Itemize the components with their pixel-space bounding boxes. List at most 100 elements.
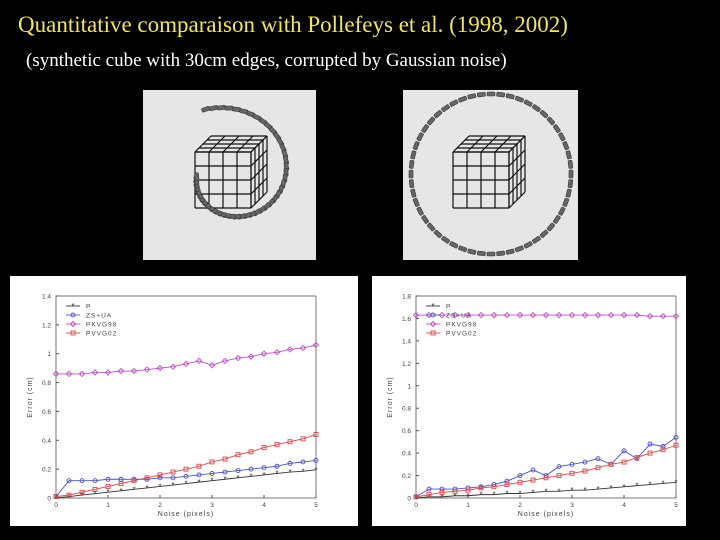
data-point: * <box>596 485 599 494</box>
data-point <box>274 463 280 469</box>
camera-icon <box>408 159 415 169</box>
data-point <box>53 494 59 500</box>
data-point <box>647 450 653 456</box>
error-plot-left: 0 0.2 0.4 0.6 0.8 1 1.2 1.4 0 1 2 3 4 5 Noise (pixels)… <box>10 276 358 526</box>
data-point <box>183 473 189 479</box>
x-tick-label: 0 <box>414 502 418 509</box>
camera-icon <box>562 141 570 151</box>
data-point <box>517 473 523 479</box>
data-point <box>70 312 76 318</box>
camera-icon <box>539 229 549 238</box>
camera-icon <box>441 104 450 112</box>
data-point <box>92 486 98 492</box>
data-point <box>568 311 576 319</box>
cube-icon <box>194 135 268 209</box>
legend: * P ZS+UA PKVG98 PVVG02 <box>426 302 476 338</box>
data-point: * <box>171 481 174 490</box>
data-point: * <box>492 491 495 500</box>
y-tick-label: 1.2 <box>42 322 51 329</box>
series-line <box>55 434 317 498</box>
data-point <box>170 469 176 475</box>
data-point <box>300 436 306 442</box>
data-point <box>412 311 420 319</box>
y-tick-label: 0.8 <box>42 380 51 387</box>
data-point <box>118 481 124 487</box>
y-tick-label: 0.2 <box>402 473 411 480</box>
data-point <box>273 349 281 356</box>
data-point: * <box>314 466 317 475</box>
data-point <box>634 455 640 461</box>
camera-icon <box>476 250 486 257</box>
camera-icon <box>427 222 436 232</box>
data-point <box>248 466 254 472</box>
data-point <box>647 441 653 447</box>
data-point: * <box>661 479 664 488</box>
legend-label: ZS+UA <box>86 313 112 320</box>
camera-path-scene-circle <box>403 90 578 260</box>
camera-icon <box>216 105 226 111</box>
series-pvvg02 <box>53 432 319 500</box>
data-point <box>248 449 254 455</box>
data-point: * <box>531 488 534 497</box>
camera-icon <box>433 110 443 119</box>
error-chart-left: 0 0.2 0.4 0.6 0.8 1 1.2 1.4 0 1 2 3 4 5 Noise (pixels)… <box>27 294 320 518</box>
series-pkvg98 <box>412 311 680 320</box>
data-point <box>430 330 436 336</box>
data-point: * <box>132 485 135 494</box>
camera-icon <box>421 124 429 133</box>
y-tick-label: 0 <box>407 496 411 503</box>
y-tick-label: 0.4 <box>42 438 51 445</box>
y-tick-label: 1.2 <box>402 361 411 368</box>
x-tick-label: 0 <box>54 502 58 509</box>
data-point <box>287 460 293 466</box>
data-point: * <box>635 482 638 491</box>
x-tick-label: 2 <box>158 502 162 509</box>
data-point <box>78 370 86 378</box>
data-point <box>260 350 268 357</box>
legend-label: P <box>86 304 91 311</box>
series-pvvg02 <box>413 442 679 500</box>
data-point <box>234 354 242 362</box>
data-point <box>261 465 267 471</box>
camera-icon <box>514 245 524 253</box>
camera-icon <box>486 91 496 97</box>
data-point <box>247 353 255 360</box>
data-point <box>313 432 319 437</box>
camera-icon <box>505 248 515 255</box>
camera-icon <box>567 179 574 189</box>
camera-icon <box>546 222 555 232</box>
data-point <box>660 447 666 453</box>
data-point <box>66 492 72 498</box>
data-point <box>673 434 679 440</box>
data-point <box>429 320 437 328</box>
data-point <box>286 346 294 353</box>
plot-frame <box>415 295 677 499</box>
data-point <box>131 478 137 484</box>
data-point <box>504 482 510 487</box>
y-tick-label: 1.4 <box>402 338 411 345</box>
data-point <box>222 456 228 462</box>
x-axis-label: Noise (pixels) <box>518 511 574 518</box>
data-point: * <box>557 487 560 496</box>
data-point <box>530 477 536 483</box>
data-point <box>261 445 267 450</box>
data-point <box>105 476 111 482</box>
data-point <box>608 461 614 467</box>
camera-icon <box>410 188 417 198</box>
camera-icon <box>546 116 555 126</box>
series-line <box>415 444 677 498</box>
data-point <box>79 478 85 484</box>
data-point: * <box>249 472 252 481</box>
camera-icon <box>467 93 477 100</box>
camera-icon <box>486 251 496 257</box>
data-point: * <box>93 490 96 499</box>
data-point <box>117 367 125 375</box>
data-point <box>104 369 112 376</box>
camera-icon <box>427 116 436 126</box>
error-plot-right: 0 0.2 0.4 0.6 0.8 1 1.2 1.4 1.6 1.8 0 1 2 3 4 5 Noise (p… <box>372 276 686 526</box>
legend-label: PKVG98 <box>86 322 117 329</box>
data-point: * <box>145 484 148 493</box>
slide-subtitle: (synthetic cube with 30cm edges, corrupt… <box>26 50 507 71</box>
data-point <box>581 311 589 319</box>
series-line <box>55 469 317 499</box>
